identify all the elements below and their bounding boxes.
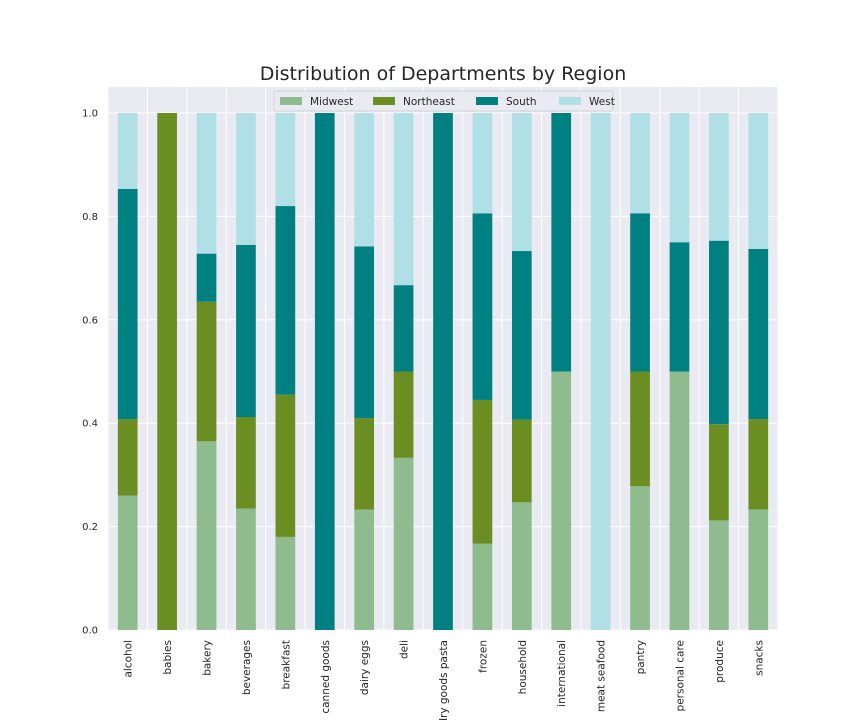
x-tick-label: bakery [202, 640, 214, 676]
bar-segment-midwest-international [551, 371, 572, 630]
bar-segment-northeast-beverages [236, 416, 256, 509]
bar-segment-northeast-snacks [748, 419, 769, 510]
bar-segment-south-frozen [472, 213, 493, 400]
bar-segment-south-beverages [236, 244, 256, 417]
legend-swatch [373, 97, 395, 105]
bar-segment-west-meat-seafood [590, 113, 611, 630]
bar-segment-south-alcohol [117, 188, 138, 420]
x-tick-label: breakfast [280, 640, 292, 689]
legend-label: Midwest [310, 96, 353, 108]
x-tick-label: frozen [477, 640, 489, 673]
bar-segment-west-alcohol [117, 113, 138, 189]
bar-segment-northeast-babies [157, 113, 177, 630]
bar-segment-midwest-breakfast [275, 536, 296, 630]
bars-group [117, 113, 769, 630]
legend-swatch [280, 97, 302, 105]
bar-segment-northeast-produce [709, 424, 729, 521]
bar-segment-south-pantry [630, 213, 650, 372]
bar-segment-west-beverages [236, 113, 256, 245]
chart-title: Distribution of Departments by Region [260, 63, 627, 85]
bar-segment-west-frozen [472, 113, 493, 214]
bar-segment-west-personal-care [669, 113, 690, 243]
legend-label: South [506, 96, 537, 108]
x-tick-label: deli [399, 640, 411, 659]
grid-lines [107, 87, 779, 631]
bar-segment-west-bakery [196, 113, 217, 254]
bar-segment-south-household [511, 251, 532, 420]
x-tick-label: produce [714, 640, 726, 683]
y-tick-label: 0.2 [82, 522, 98, 533]
legend-label: Northeast [403, 96, 455, 108]
bar-segment-west-produce [709, 113, 729, 241]
bar-segment-south-personal-care [669, 242, 690, 372]
y-tick-label: 0.8 [82, 212, 98, 223]
bar-segment-northeast-bakery [196, 301, 217, 442]
y-axis-ticks: 0.0 0.2 0.4 0.6 0.8 1.0 [82, 109, 98, 637]
bar-segment-south-dry-goods-pasta [433, 113, 453, 630]
bar-segment-midwest-dairy-eggs [354, 509, 375, 630]
x-axis-ticks: alcohol babies bakery beverages breakfast can… [123, 640, 766, 720]
bar-segment-south-dairy-eggs [354, 246, 375, 419]
x-tick-label: meat seafood [596, 640, 608, 712]
bar-segment-midwest-produce [709, 520, 729, 630]
bar-segment-northeast-dairy-eggs [354, 418, 375, 510]
bar-segment-west-pantry [630, 113, 650, 214]
bar-segment-west-dairy-eggs [354, 113, 375, 247]
bar-segment-south-bakery [196, 253, 217, 302]
bar-segment-midwest-household [511, 502, 532, 630]
bar-segment-northeast-breakfast [275, 394, 296, 537]
y-tick-label: 0.4 [82, 419, 98, 430]
bar-segment-midwest-alcohol [117, 495, 138, 630]
x-tick-label: personal care [674, 640, 686, 711]
x-tick-label: canned goods [320, 640, 332, 714]
legend-label: West [589, 96, 615, 108]
bar-segment-south-snacks [748, 248, 769, 420]
legend-box [273, 90, 614, 112]
bar-segment-midwest-deli [393, 457, 414, 630]
bar-segment-west-deli [393, 113, 414, 286]
y-tick-label: 1.0 [82, 109, 98, 120]
bar-segment-south-international [551, 113, 572, 372]
y-tick-label: 0.6 [82, 315, 98, 326]
x-tick-label: pantry [635, 640, 647, 674]
bar-segment-west-household [511, 113, 532, 252]
bar-segment-west-snacks [748, 113, 769, 249]
bar-segment-midwest-beverages [236, 508, 256, 630]
legend: Midwest Northeast South West [273, 90, 615, 112]
x-tick-label: beverages [241, 640, 253, 695]
bar-segment-south-deli [393, 285, 414, 372]
bar-segment-south-produce [709, 240, 729, 425]
x-tick-label: dry goods pasta [438, 640, 450, 720]
bar-segment-midwest-frozen [472, 543, 493, 630]
x-tick-label: babies [162, 640, 174, 675]
bar-segment-midwest-bakery [196, 441, 217, 630]
y-tick-label: 0.0 [82, 626, 98, 637]
x-tick-label: snacks [753, 640, 765, 676]
bar-segment-midwest-snacks [748, 509, 769, 630]
bar-segment-northeast-frozen [472, 399, 493, 544]
bar-segment-west-breakfast [275, 113, 296, 207]
legend-swatch [476, 97, 498, 105]
bar-segment-northeast-pantry [630, 371, 650, 487]
bar-segment-northeast-alcohol [117, 419, 138, 496]
bar-segment-midwest-personal-care [669, 371, 690, 630]
x-tick-label: dairy eggs [359, 640, 371, 695]
x-tick-label: household [517, 640, 529, 694]
x-tick-label: international [556, 640, 568, 707]
bar-segment-northeast-household [511, 419, 532, 503]
legend-swatch [559, 97, 581, 105]
x-tick-label: alcohol [123, 640, 135, 678]
bar-segment-northeast-deli [393, 371, 414, 458]
bar-segment-south-canned-goods [314, 113, 335, 630]
bar-segment-midwest-pantry [630, 486, 650, 630]
bar-segment-south-breakfast [275, 206, 296, 395]
